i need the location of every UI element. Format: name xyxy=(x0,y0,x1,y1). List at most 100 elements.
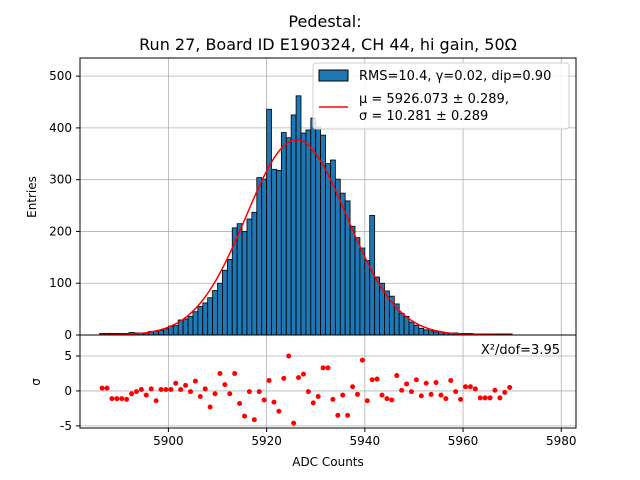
residual-point xyxy=(143,392,149,398)
residual-point xyxy=(197,394,203,400)
histogram-bar xyxy=(408,321,415,336)
histogram-bar xyxy=(374,276,380,336)
residual-point xyxy=(187,389,193,395)
residual-point xyxy=(163,387,169,393)
residual-point xyxy=(104,385,110,391)
histogram-panel: 0 100 200 300 400 500 Entries RMS=10.4, γ=0.0… xyxy=(25,57,577,342)
residual-point xyxy=(413,377,419,383)
residual-point xyxy=(448,377,454,383)
residual-point xyxy=(507,384,513,390)
residual-point xyxy=(256,389,262,395)
residual-point xyxy=(212,391,218,397)
residual-axes-frame xyxy=(79,334,577,429)
residual-point xyxy=(192,378,198,384)
residual-axes-bg xyxy=(80,335,576,428)
residual-point xyxy=(114,396,120,402)
legend-frame xyxy=(312,62,570,130)
residual-point xyxy=(251,417,257,423)
histogram-bar xyxy=(359,247,366,336)
histogram-bar xyxy=(413,324,420,336)
residual-y-ticks: -5 0 5 xyxy=(60,349,80,433)
residual-point xyxy=(183,382,189,388)
histogram-bar xyxy=(349,225,356,336)
chart-title-line1: Pedestal: xyxy=(288,12,361,31)
histogram-bar xyxy=(364,260,371,336)
residual-point xyxy=(379,392,385,398)
x-axis-label: ADC Counts xyxy=(292,455,364,469)
histogram-bar xyxy=(251,211,258,336)
residual-point xyxy=(148,386,154,392)
residual-point xyxy=(350,384,356,390)
histogram-bar xyxy=(163,328,169,336)
residual-point xyxy=(482,395,488,401)
chart-title-line2: Run 27, Board ID E190324, CH 44, hi gain… xyxy=(139,35,517,54)
histogram-bar xyxy=(246,218,253,336)
x-tick-label: 5900 xyxy=(153,434,184,448)
histogram-y-tick-label: 200 xyxy=(49,224,72,238)
residual-point xyxy=(242,413,248,419)
residual-point xyxy=(325,365,331,371)
residual-points xyxy=(99,353,513,426)
residual-point xyxy=(458,396,464,402)
residual-point xyxy=(119,396,125,402)
residual-point xyxy=(364,398,370,404)
residual-point xyxy=(369,377,375,383)
residual-point xyxy=(374,376,380,382)
residual-point xyxy=(109,396,115,402)
residual-y-tick-label: 0 xyxy=(64,384,72,398)
residual-point xyxy=(310,400,316,406)
residual-point xyxy=(428,391,434,397)
residual-x-ticks: 5900 5920 5940 5960 5980 xyxy=(153,428,577,448)
residual-point xyxy=(99,385,105,391)
residual-point xyxy=(320,365,326,371)
residual-point xyxy=(335,412,341,418)
residual-point xyxy=(330,396,336,402)
x-tick-label: 5940 xyxy=(350,434,381,448)
histogram-y-tick-label: 0 xyxy=(64,328,72,342)
histogram-bar xyxy=(398,312,405,336)
histogram-bar xyxy=(295,95,302,336)
residual-point xyxy=(246,389,252,395)
residual-point xyxy=(408,389,414,395)
residual-point xyxy=(158,387,164,393)
histogram-bar xyxy=(354,237,361,336)
residual-point xyxy=(281,375,287,381)
histogram-bar xyxy=(280,132,287,336)
residual-point xyxy=(487,395,493,401)
gaussian-fit-curve xyxy=(99,139,513,336)
histogram-bar xyxy=(217,282,223,336)
residual-point xyxy=(472,386,478,392)
histogram-bar xyxy=(266,108,272,336)
residual-point xyxy=(345,412,351,418)
residual-annotation: X²/dof=3.95 xyxy=(481,343,560,358)
histogram-bar xyxy=(300,132,307,336)
residual-point xyxy=(453,389,459,395)
residual-point xyxy=(129,391,135,397)
residual-point xyxy=(492,387,498,393)
residual-panel: -505 5900 5920 5940 5960 5980 X²/dof=3.95 σ … xyxy=(29,334,577,469)
x-tick-label: 5920 xyxy=(251,434,282,448)
x-tick-label: 5980 xyxy=(546,434,577,448)
residual-point xyxy=(394,373,400,379)
x-tick-label: 5960 xyxy=(448,434,479,448)
residual-point xyxy=(237,401,243,407)
histogram-bar xyxy=(202,302,209,336)
residual-point xyxy=(217,370,223,376)
residual-point xyxy=(291,420,297,426)
residual-point xyxy=(477,395,483,401)
histogram-bar xyxy=(334,178,341,336)
residual-point xyxy=(389,397,395,403)
histogram-bar xyxy=(261,178,268,336)
residual-y-label: σ xyxy=(29,378,43,386)
residual-point xyxy=(443,396,449,402)
legend: RMS=10.4, γ=0.02, dip=0.90 μ = 5926.073 … xyxy=(312,62,570,130)
legend-swatch-histogram xyxy=(318,69,349,82)
histogram-bar xyxy=(192,311,199,336)
legend-label-fit-line2: σ = 10.281 ± 0.289 xyxy=(359,109,488,124)
legend-label-histogram: RMS=10.4, γ=0.02, dip=0.90 xyxy=(359,69,551,84)
histogram-bar xyxy=(172,325,179,336)
residual-point xyxy=(423,380,429,386)
histogram-bar xyxy=(222,269,228,336)
residual-point xyxy=(315,394,321,400)
residual-point xyxy=(153,398,159,404)
